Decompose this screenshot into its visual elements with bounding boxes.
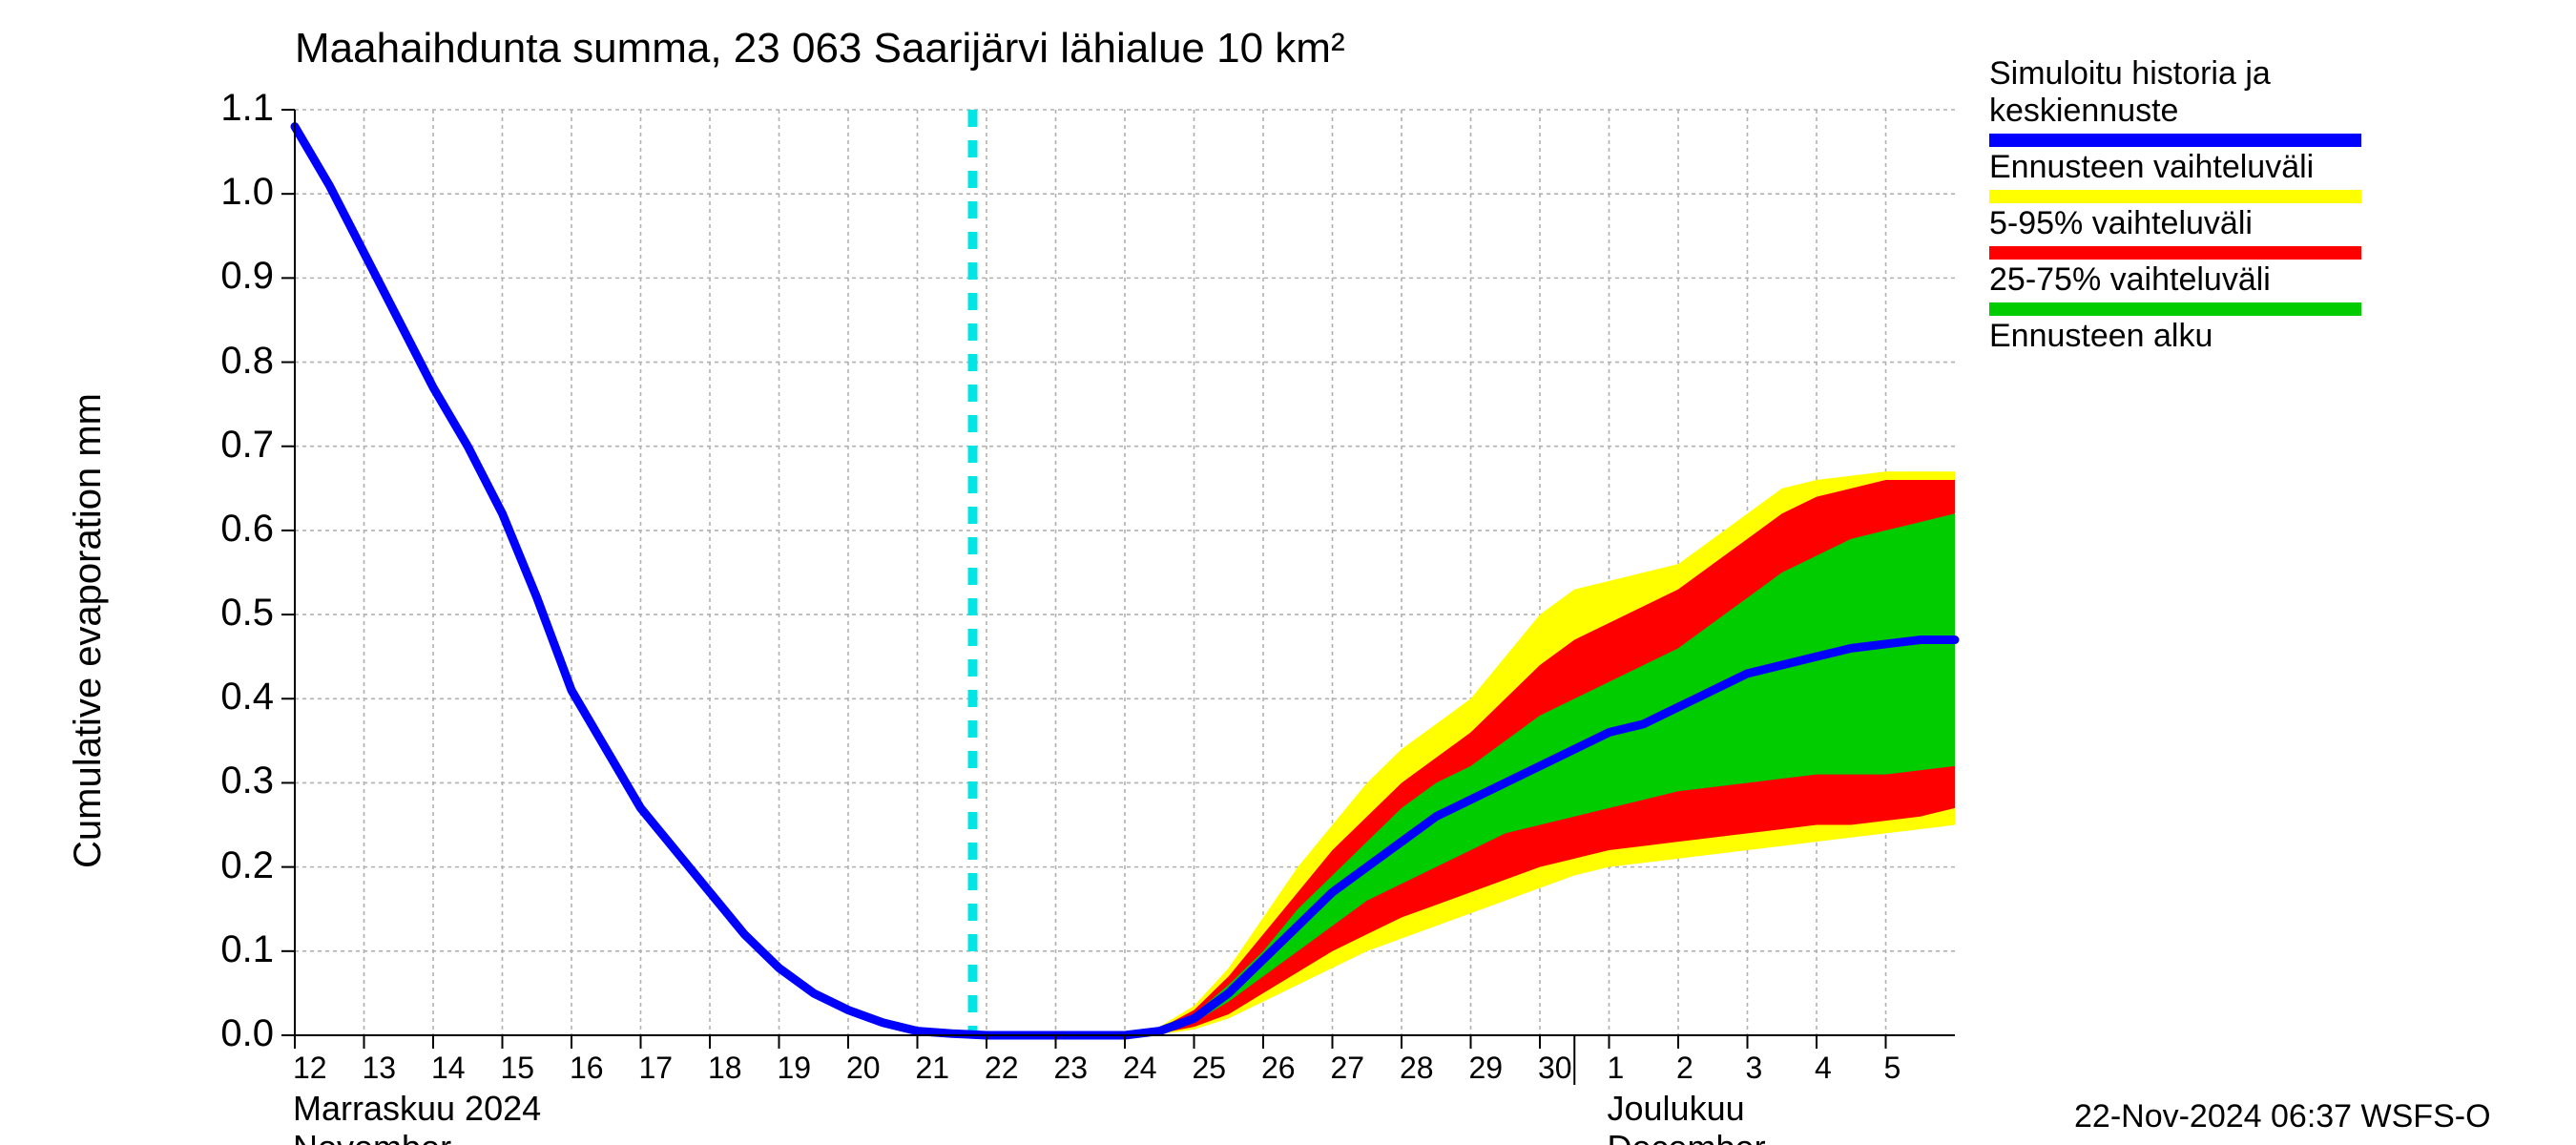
x-tick: 3 bbox=[1746, 1051, 1763, 1086]
legend-item: Ennusteen vaihteluväli bbox=[1989, 149, 2361, 203]
x-tick: 1 bbox=[1608, 1051, 1625, 1086]
y-tick: 0.0 bbox=[220, 1012, 274, 1055]
x-tick: 18 bbox=[708, 1051, 742, 1086]
y-tick: 1.0 bbox=[220, 171, 274, 214]
x-tick: 13 bbox=[363, 1051, 397, 1086]
x-tick: 20 bbox=[846, 1051, 881, 1086]
x-tick: 24 bbox=[1123, 1051, 1157, 1086]
y-tick: 0.4 bbox=[220, 676, 274, 718]
legend-label: 25-75% vaihteluväli bbox=[1989, 261, 2361, 299]
legend-swatch bbox=[1989, 190, 2361, 203]
x-tick: 19 bbox=[778, 1051, 812, 1086]
footer-timestamp: 22-Nov-2024 06:37 WSFS-O bbox=[2074, 1098, 2491, 1135]
y-tick: 0.3 bbox=[220, 760, 274, 802]
x-tick: 2 bbox=[1676, 1051, 1693, 1086]
legend-label: Simuloitu historia jakeskiennuste bbox=[1989, 55, 2361, 130]
x-tick: 17 bbox=[639, 1051, 674, 1086]
x-tick: 28 bbox=[1400, 1051, 1434, 1086]
y-tick: 0.1 bbox=[220, 928, 274, 971]
legend-label: Ennusteen vaihteluväli bbox=[1989, 149, 2361, 186]
x-tick: 14 bbox=[431, 1051, 466, 1086]
x-tick: 4 bbox=[1815, 1051, 1832, 1086]
x-tick: 25 bbox=[1193, 1051, 1227, 1086]
legend-label: Ennusteen alku bbox=[1989, 318, 2361, 355]
x-tick: 27 bbox=[1331, 1051, 1365, 1086]
legend-item: Simuloitu historia jakeskiennuste bbox=[1989, 55, 2361, 147]
x-tick: 15 bbox=[501, 1051, 535, 1086]
y-tick: 0.8 bbox=[220, 340, 274, 383]
x-tick: 29 bbox=[1469, 1051, 1504, 1086]
y-tick: 1.1 bbox=[220, 87, 274, 130]
y-tick: 0.9 bbox=[220, 255, 274, 298]
y-tick: 0.2 bbox=[220, 844, 274, 887]
y-tick: 0.7 bbox=[220, 424, 274, 467]
x-tick: 23 bbox=[1054, 1051, 1089, 1086]
legend-swatch bbox=[1989, 359, 2361, 372]
x-tick: 22 bbox=[985, 1051, 1019, 1086]
legend-label: 5-95% vaihteluväli bbox=[1989, 205, 2361, 242]
x-tick: 12 bbox=[293, 1051, 327, 1086]
month-label: JoulukuuDecember bbox=[1608, 1089, 1766, 1145]
legend-item: 25-75% vaihteluväli bbox=[1989, 261, 2361, 316]
legend-item: Ennusteen alku bbox=[1989, 318, 2361, 372]
x-tick: 30 bbox=[1538, 1051, 1572, 1086]
legend-swatch bbox=[1989, 302, 2361, 316]
x-tick: 26 bbox=[1261, 1051, 1296, 1086]
x-tick: 5 bbox=[1884, 1051, 1901, 1086]
y-tick: 0.5 bbox=[220, 592, 274, 635]
month-label: Marraskuu 2024November bbox=[293, 1089, 541, 1145]
x-tick: 16 bbox=[570, 1051, 604, 1086]
legend-swatch bbox=[1989, 134, 2361, 147]
chart-container: { "chart": { "type": "line-with-bands", … bbox=[0, 0, 2576, 1145]
y-tick: 0.6 bbox=[220, 508, 274, 551]
legend-item: 5-95% vaihteluväli bbox=[1989, 205, 2361, 260]
legend-swatch bbox=[1989, 246, 2361, 260]
legend: Simuloitu historia jakeskiennuste Ennuste… bbox=[1989, 55, 2361, 374]
x-tick: 21 bbox=[916, 1051, 950, 1086]
